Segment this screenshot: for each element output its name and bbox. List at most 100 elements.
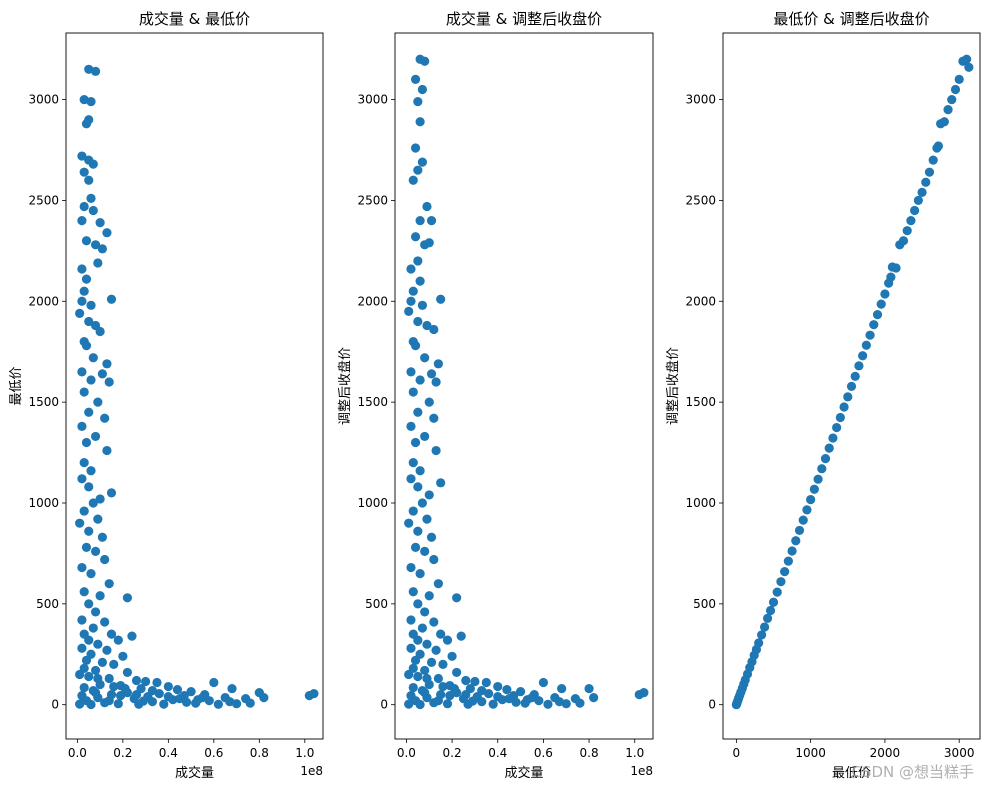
- data-point: [181, 697, 192, 707]
- data-point: [886, 272, 896, 282]
- y-tick-label: 0: [51, 698, 59, 712]
- data-point: [422, 673, 432, 684]
- data-point: [77, 474, 87, 484]
- y-tick-label: 2000: [28, 294, 59, 308]
- data-point: [869, 320, 879, 330]
- data-point: [880, 289, 890, 299]
- data-point: [768, 597, 779, 607]
- data-point: [415, 466, 425, 476]
- data-point: [417, 498, 427, 508]
- data-point: [408, 175, 418, 185]
- data-point: [850, 371, 860, 381]
- data-point: [225, 697, 235, 707]
- chart-panel: 0.0 0.2 0.4 0.6 0.8 1.0 0 500 1000 1500 2000 2500 30…: [9, 10, 324, 781]
- data-point: [413, 599, 423, 609]
- data-point: [442, 635, 453, 645]
- data-point: [88, 205, 98, 216]
- data-point: [408, 458, 418, 468]
- data-point: [90, 607, 101, 617]
- data-point: [408, 587, 418, 597]
- data-point: [415, 568, 425, 579]
- data-point: [429, 413, 439, 423]
- data-point: [947, 94, 957, 105]
- data-point: [106, 629, 117, 639]
- data-point: [806, 494, 816, 505]
- data-point: [584, 683, 594, 694]
- data-point: [81, 437, 92, 448]
- x-tick-label: 0.4: [488, 746, 507, 760]
- data-point: [97, 369, 107, 379]
- data-point: [77, 296, 87, 306]
- data-point: [924, 167, 935, 177]
- data-point: [817, 464, 827, 474]
- data-point: [759, 622, 770, 632]
- data-point: [422, 639, 432, 649]
- data-point: [104, 377, 114, 387]
- data-point: [865, 330, 875, 340]
- data-point: [141, 676, 151, 687]
- data-point: [86, 96, 96, 107]
- data-point: [309, 689, 319, 699]
- data-point: [511, 697, 521, 707]
- data-point: [921, 177, 931, 187]
- y-tick-label: 500: [693, 597, 716, 611]
- data-point: [933, 141, 944, 151]
- data-point: [213, 699, 223, 709]
- y-tick-label: 1500: [357, 395, 388, 409]
- data-point: [843, 392, 853, 402]
- y-tick-label: 3000: [685, 93, 716, 107]
- plot-frame: [65, 32, 324, 740]
- y-tick-label: 1000: [28, 496, 59, 510]
- data-point: [431, 645, 441, 655]
- data-point: [75, 518, 85, 528]
- data-point: [415, 215, 425, 226]
- data-point: [813, 474, 823, 484]
- data-point: [477, 685, 487, 696]
- data-point: [433, 579, 443, 589]
- data-point: [79, 506, 89, 516]
- data-point: [86, 193, 96, 204]
- data-point: [88, 353, 98, 363]
- data-point: [93, 673, 103, 684]
- data-point: [422, 320, 432, 331]
- data-point: [100, 617, 110, 627]
- data-point: [102, 445, 112, 456]
- data-point: [410, 143, 421, 153]
- data-point: [79, 201, 89, 212]
- x-tick-label: 0.6: [534, 746, 553, 760]
- data-point: [891, 263, 901, 273]
- chart-panel: 0 1000 2000 3000 0 500 1000 1500 2000 2500 3000 最低价…: [665, 10, 981, 781]
- data-point: [75, 669, 85, 680]
- data-point: [81, 119, 92, 129]
- data-point: [488, 699, 498, 709]
- data-point: [410, 341, 421, 351]
- data-point: [420, 546, 430, 557]
- data-point: [79, 587, 89, 597]
- data-point: [452, 593, 462, 603]
- data-point: [426, 215, 437, 226]
- data-point: [84, 635, 94, 645]
- data-point: [86, 466, 96, 476]
- y-tick-label: 500: [365, 597, 388, 611]
- data-point: [417, 84, 427, 95]
- data-point: [81, 274, 92, 284]
- data-point: [102, 359, 112, 369]
- data-point: [839, 402, 849, 412]
- data-point: [104, 673, 114, 684]
- x-tick-label: 0.4: [159, 746, 178, 760]
- data-point: [131, 690, 142, 700]
- data-point: [429, 554, 439, 565]
- data-point: [413, 526, 423, 536]
- data-point: [84, 671, 94, 682]
- data-point: [79, 458, 89, 468]
- data-point: [79, 286, 89, 296]
- data-point: [415, 699, 425, 710]
- data-point: [95, 494, 105, 504]
- data-point: [438, 681, 448, 692]
- data-point: [436, 294, 446, 304]
- data-point: [104, 579, 114, 589]
- data-point: [417, 300, 427, 310]
- data-point: [447, 651, 457, 661]
- data-point: [97, 532, 107, 542]
- data-point: [102, 228, 112, 238]
